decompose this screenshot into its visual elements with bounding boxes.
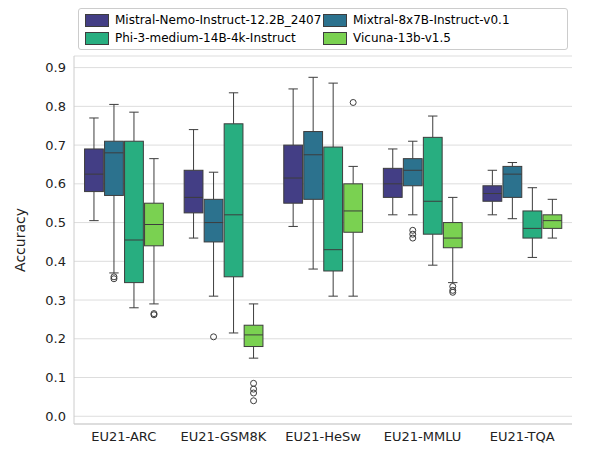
svg-text:EU21-MMLU: EU21-MMLU — [384, 429, 462, 444]
svg-text:Accuracy: Accuracy — [12, 208, 28, 272]
html-text:Mixtral-8x7B-Instruct-v0.1: Mixtral-8x7B-Instruct-v0.1 — [353, 13, 510, 27]
svg-text:EU21-HeSw: EU21-HeSw — [285, 429, 361, 444]
svg-text:0.8: 0.8 — [45, 99, 66, 114]
html-text:Vicuna-13b-v1.5: Vicuna-13b-v1.5 — [353, 31, 451, 45]
svg-text:0.2: 0.2 — [45, 331, 66, 346]
svg-text:0.0: 0.0 — [45, 409, 66, 424]
svg-text:0.5: 0.5 — [45, 215, 66, 230]
html-text:Phi-3-medium-14B-4k-Instruct: Phi-3-medium-14B-4k-Instruct — [115, 31, 296, 45]
svg-text:0.1: 0.1 — [45, 370, 66, 385]
svg-text:0.9: 0.9 — [45, 60, 66, 75]
svg-text:0.4: 0.4 — [45, 254, 66, 269]
svg-text:0.6: 0.6 — [45, 176, 66, 191]
svg-text:EU21-TQA: EU21-TQA — [490, 429, 555, 444]
svg-text:0.7: 0.7 — [45, 138, 66, 153]
html-text:Mistral-Nemo-Instruct-12.2B_24: Mistral-Nemo-Instruct-12.2B_2407 — [115, 13, 322, 27]
svg-text:EU21-GSM8K: EU21-GSM8K — [181, 429, 267, 444]
svg-text:0.3: 0.3 — [45, 293, 66, 308]
svg-text:EU21-ARC: EU21-ARC — [91, 429, 156, 444]
